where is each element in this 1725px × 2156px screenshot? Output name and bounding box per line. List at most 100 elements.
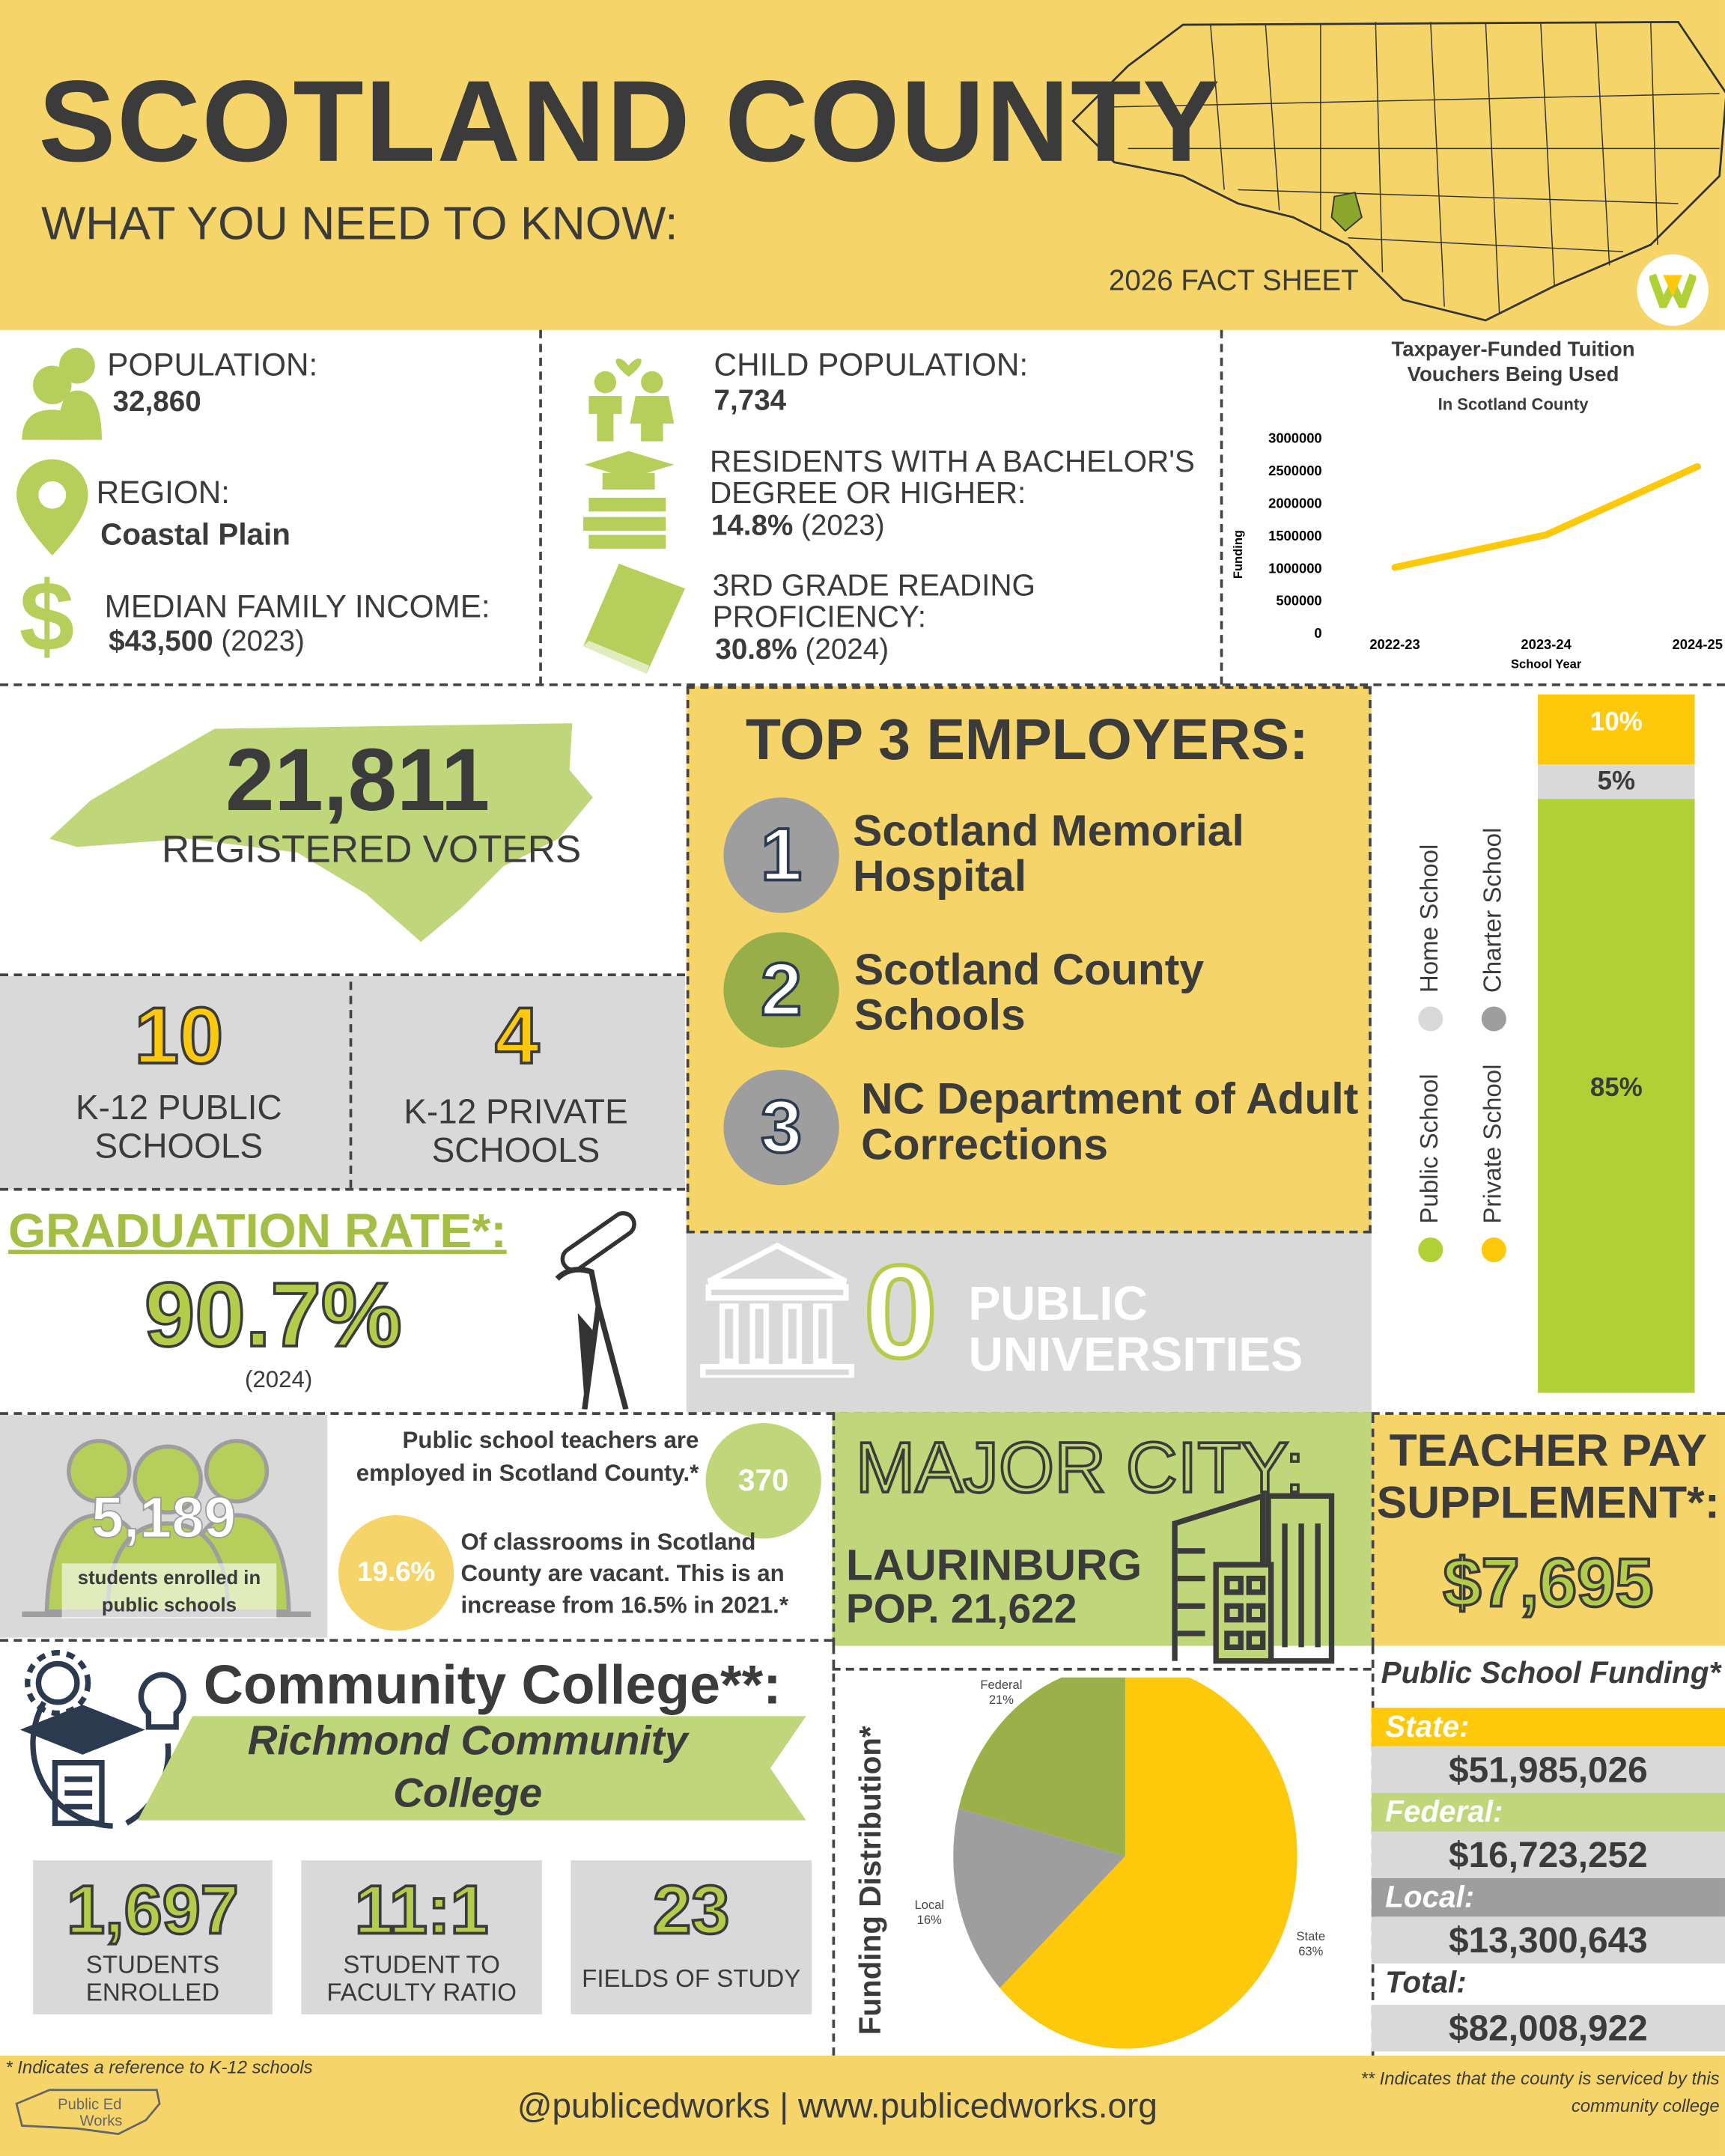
legend-label: Public School [1415,1074,1443,1224]
funding-title: Public School Funding* [1381,1655,1721,1690]
population-label: POPULATION: [107,346,318,383]
graduation-label: GRADUATION RATE*: [8,1204,507,1258]
bar-segment-label: 85% [1589,1074,1643,1103]
footer-links[interactable]: @publicedworks | www.publicedworks.org [517,2087,1157,2126]
cc-students-count: 1,697 [65,1870,240,1950]
line-chart: 3000000 2500000 2000000 1500000 1000000 50000… [1231,430,1723,672]
y-tick-label: 3000000 [1268,430,1321,445]
reading-value: 30.8% (2024) [715,634,889,667]
nc-county-map [1071,21,1725,322]
bar-segment-charter-school: 5% [1538,764,1695,800]
cc-fields-count: 23 [651,1870,731,1950]
public-schools-count: 10 [133,990,225,1082]
legend-dot [1481,1006,1506,1032]
teachers-count: 370 [705,1422,821,1539]
bar-segment-private-school: 10% [1538,694,1695,764]
college-name: Richmond Community College [247,1718,688,1817]
cc-students-box: 1,697 STUDENTS ENROLLED [33,1860,273,2015]
svg-text:Public Ed: Public Ed [58,2097,121,2113]
private-schools-count: 4 [493,990,541,1082]
city-population: POP. 21,622 [845,1586,1077,1633]
teacher-pay-panel [1371,1414,1725,1646]
bachelor-year: (2023) [801,510,885,542]
public-schools-label: K-12 PUBLIC SCHOOLS [75,1088,282,1166]
child-pop-label: CHILD POPULATION: [714,346,1029,383]
city-buildings-icon [1172,1492,1335,1664]
reading-percent: 30.8% [715,633,797,666]
voters-label: REGISTERED VOTERS [161,827,582,871]
employer-3-name: NC Department of Adult Corrections [861,1074,1359,1169]
teachers-text: Public school teachers are employed in S… [356,1427,699,1487]
income-amount: $43,500 [109,625,213,657]
employers-title: TOP 3 EMPLOYERS: [745,707,1309,772]
total-value: $82,008,922 [1371,2004,1725,2052]
legend-label: Charter School [1479,827,1506,993]
x-axis-label: School Year [1511,657,1582,672]
line-chart-subtitle: In Scotland County [1438,395,1589,414]
universities-label: PUBLIC UNIVERSITIES [968,1277,1303,1382]
family-icon [588,358,675,442]
region-label: REGION: [96,474,231,511]
book-icon [583,564,685,674]
page-title: SCOTLAND COUNTY [38,56,1221,186]
publicedworks-logo-icon [1637,254,1709,326]
pie-label-value: 16% [917,1913,942,1927]
pie-slice-local [953,1808,1125,1988]
cc-students-label: STUDENTS ENROLLED [85,1951,220,2006]
diploma-hand-icon [555,1211,636,1410]
y-tick-label: 2000000 [1268,495,1321,511]
cc-fields-box: 23 FIELDS OF STUDY [571,1860,812,2015]
income-value: $43,500 (2023) [109,626,305,659]
bachelor-label: RESIDENTS WITH A BACHELOR'S DEGREE OR HI… [710,444,1195,511]
college-title: Community College**: [203,1655,782,1717]
footnote-cc: ** Indicates that the county is serviced… [1360,2068,1720,2116]
people-icon [22,347,102,440]
nc-state-map [49,723,593,943]
dollar-icon: $ [19,562,75,673]
state-label: State: [1371,1708,1725,1747]
y-tick-label: 1000000 [1268,560,1321,576]
bar-segment-label: 5% [1597,767,1636,797]
income-label: MEDIAN FAMILY INCOME: [104,588,490,624]
pie-label-value: 21% [989,1693,1014,1707]
pie-label-name: Federal [980,1678,1022,1692]
university-building-icon [700,1242,854,1378]
svg-text:Works: Works [80,2113,123,2130]
city-name: LAURINBURG [845,1540,1143,1590]
graduation-books-icon [583,451,675,549]
major-city-label: MAJOR CITY: [854,1427,1306,1509]
major-city-panel [832,1412,1372,1646]
line-chart-title: Taxpayer-Funded Tuition Vouchers Being U… [1391,338,1635,387]
vacancy-text: Of classrooms in Scotland County are vac… [460,1529,789,1618]
legend-dot [1418,1237,1443,1263]
pie-label-name: Local [915,1898,944,1912]
rank-2-badge: 2 [723,932,839,1048]
x-tick-label: 2023-24 [1521,636,1572,652]
college-banner [137,1716,806,1821]
private-schools-label: K-12 PRIVATE SCHOOLS [404,1093,628,1171]
state-value: $51,985,026 [1371,1746,1725,1794]
fact-sheet-label: 2026 FACT SHEET [1108,265,1359,297]
pie-slice-state [1000,1677,1297,2049]
pie-slice-federal [958,1677,1125,1857]
reading-year: (2024) [805,633,889,666]
child-pop-value: 7,734 [714,385,787,417]
college-icons [19,1650,186,1829]
employer-2-name: Scotland County Schools [854,944,1205,1040]
local-label: Local: [1371,1878,1725,1917]
reading-label: 3RD GRADE READING PROFICIENCY: [712,567,1035,634]
students-label: students enrolled in public schools [61,1563,277,1618]
graduation-year: (2024) [245,1366,313,1393]
rank-1-badge: 1 [723,797,839,913]
cc-fields-label: FIELDS OF STUDY [582,1964,801,1993]
y-tick-label: 1500000 [1268,528,1321,543]
total-label: Total: [1385,1964,1467,2000]
x-tick-label: 2022-23 [1369,636,1420,652]
y-axis-label: Funding [1231,530,1245,579]
local-value: $13,300,643 [1371,1916,1725,1964]
pie-label-value: 63% [1298,1944,1323,1958]
rank-3-badge: 3 [723,1069,839,1186]
legend-dot [1418,1006,1443,1032]
